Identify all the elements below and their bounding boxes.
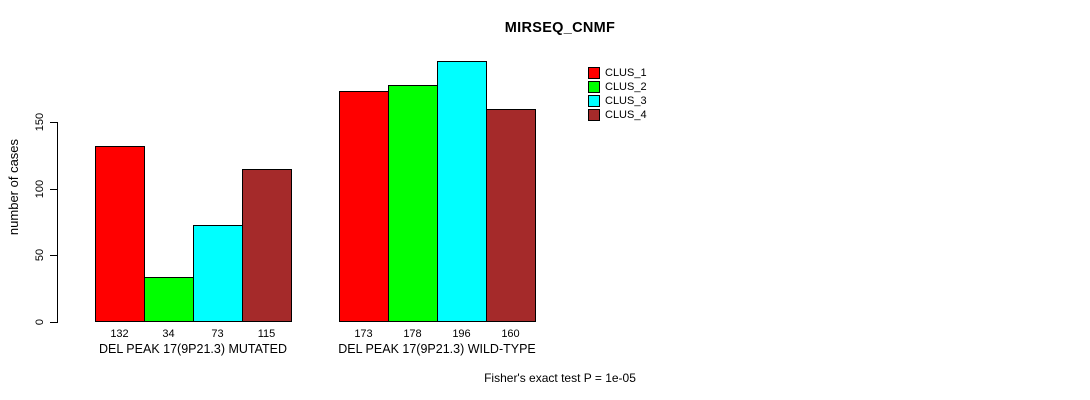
legend-swatch-icon bbox=[588, 67, 600, 79]
legend-item-clus_1: CLUS_1 bbox=[588, 66, 647, 80]
x-axis-group-label: DEL PEAK 17(9P21.3) WILD-TYPE bbox=[338, 342, 536, 356]
legend-label: CLUS_2 bbox=[605, 81, 647, 93]
legend-label: CLUS_3 bbox=[605, 95, 647, 107]
legend-label: CLUS_4 bbox=[605, 109, 647, 121]
bar-value-label: 160 bbox=[501, 328, 520, 340]
legend-swatch-icon bbox=[588, 109, 600, 121]
bar-clus_3-group2 bbox=[437, 61, 487, 322]
bar-clus_1-group1 bbox=[95, 146, 145, 322]
y-tick-mark bbox=[50, 122, 57, 123]
bar-value-label: 173 bbox=[354, 328, 373, 340]
legend-label: CLUS_1 bbox=[605, 67, 647, 79]
y-axis-line bbox=[57, 122, 58, 323]
legend-item-clus_4: CLUS_4 bbox=[588, 108, 647, 122]
legend-item-clus_3: CLUS_3 bbox=[588, 94, 647, 108]
y-tick-mark bbox=[50, 255, 57, 256]
bar-value-label: 115 bbox=[257, 328, 276, 340]
legend-item-clus_2: CLUS_2 bbox=[588, 80, 647, 94]
bar-value-label: 34 bbox=[162, 328, 175, 340]
x-axis-group-label: DEL PEAK 17(9P21.3) MUTATED bbox=[98, 342, 288, 356]
bar-value-label: 73 bbox=[211, 328, 224, 340]
bar-clus_3-group1 bbox=[193, 225, 243, 322]
bar-clus_2-group2 bbox=[388, 85, 438, 322]
bar-value-label: 196 bbox=[452, 328, 471, 340]
legend-swatch-icon bbox=[588, 81, 600, 93]
bar-clus_2-group1 bbox=[144, 277, 194, 322]
chart-title: MIRSEQ_CNMF bbox=[504, 20, 616, 36]
bar-clus_4-group2 bbox=[486, 109, 536, 322]
fisher-test-annotation: Fisher's exact test P = 1e-05 bbox=[484, 371, 636, 385]
y-tick-mark bbox=[50, 189, 57, 190]
bar-clus_4-group1 bbox=[242, 169, 292, 322]
bar-value-label: 178 bbox=[403, 328, 422, 340]
bar-clus_1-group2 bbox=[339, 91, 389, 322]
bar-value-label: 132 bbox=[110, 328, 129, 340]
legend-swatch-icon bbox=[588, 95, 600, 107]
y-tick-mark bbox=[50, 322, 57, 323]
